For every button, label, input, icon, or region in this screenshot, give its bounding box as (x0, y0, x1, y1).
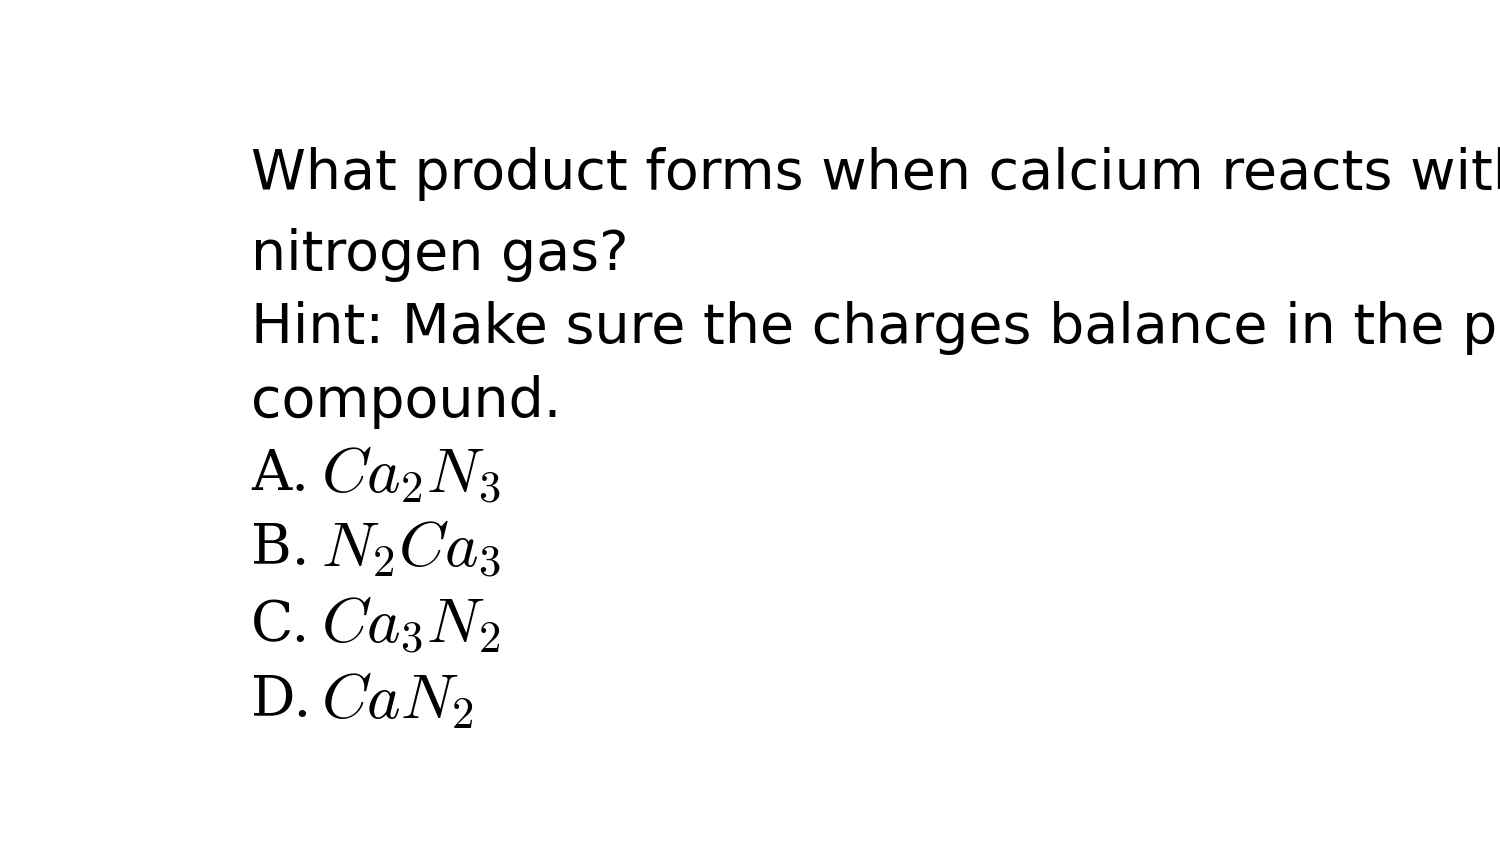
Text: compound.: compound. (252, 375, 562, 429)
Text: B.: B. (252, 522, 345, 576)
Text: nitrogen gas?: nitrogen gas? (252, 227, 628, 281)
Text: What product forms when calcium reacts with: What product forms when calcium reacts w… (252, 148, 1500, 201)
Text: $N_2Ca_3$: $N_2Ca_3$ (321, 517, 501, 580)
Text: A.: A. (252, 448, 345, 503)
Text: Hint: Make sure the charges balance in the product: Hint: Make sure the charges balance in t… (252, 301, 1500, 355)
Text: C.: C. (252, 598, 345, 653)
Text: $CaN_2$: $CaN_2$ (321, 669, 474, 732)
Text: $Ca_2N_3$: $Ca_2N_3$ (321, 444, 501, 506)
Text: $Ca_3N_2$: $Ca_3N_2$ (321, 595, 501, 656)
Text: D.: D. (252, 673, 346, 727)
